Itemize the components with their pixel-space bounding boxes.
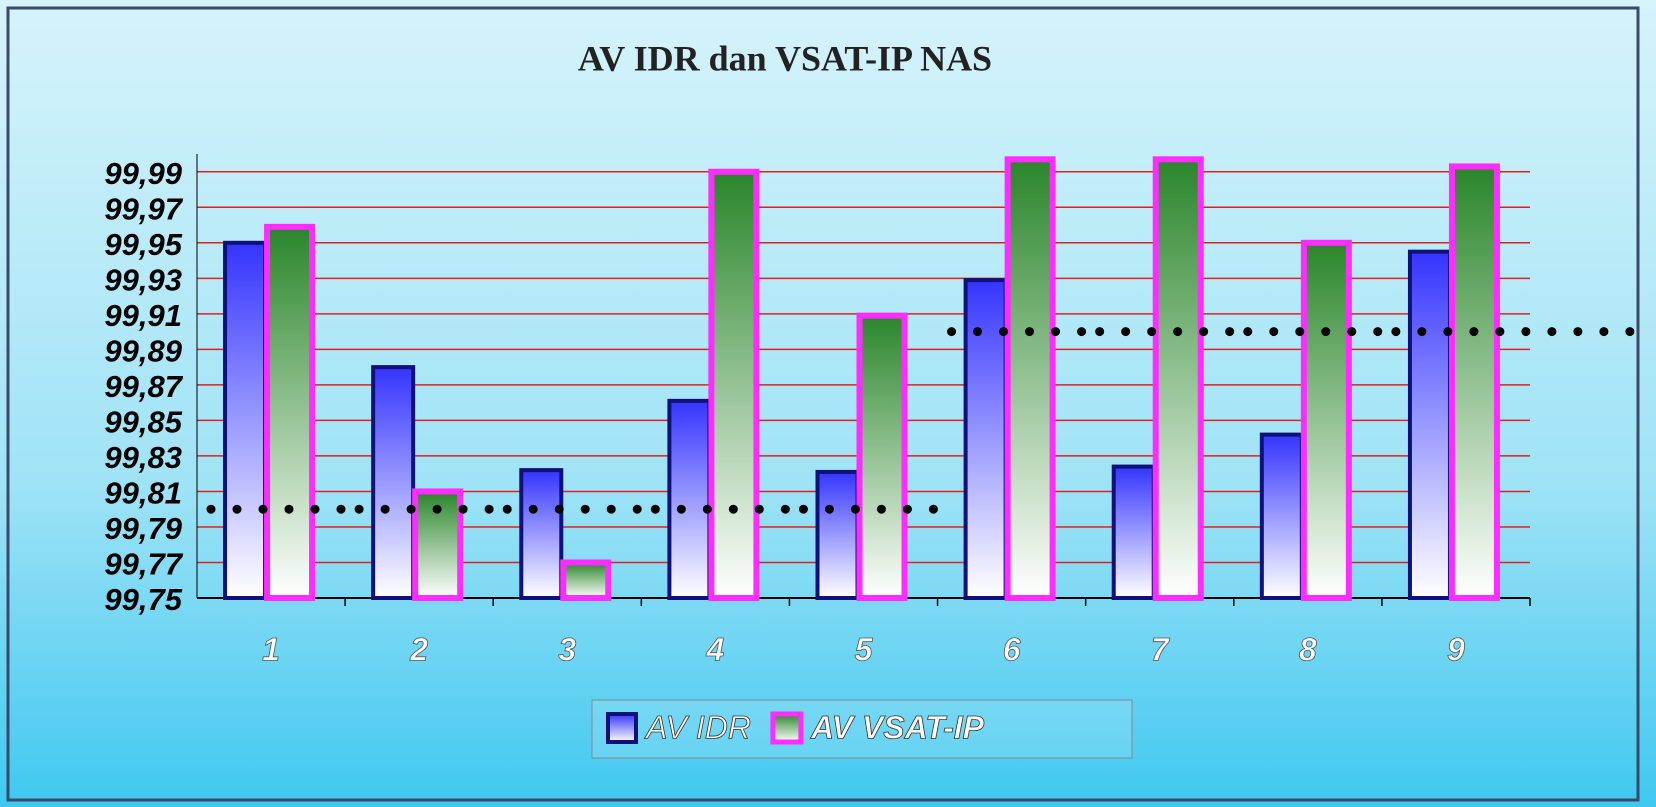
chart-title: AV IDR dan VSAT-IP NAS: [578, 38, 992, 78]
y-tick-label: 99,81: [104, 476, 182, 511]
x-tick-label: 8: [1299, 631, 1317, 667]
y-tick-label: 99,89: [104, 334, 182, 369]
y-tick-label: 99,91: [104, 298, 182, 333]
bar: [1452, 166, 1497, 598]
bar: [1156, 159, 1201, 598]
y-tick-label: 99,87: [104, 369, 183, 404]
legend-label: AV IDR: [644, 709, 751, 745]
x-tick-label: 1: [262, 631, 280, 667]
bar: [711, 172, 756, 598]
x-tick-label: 4: [705, 631, 724, 667]
legend-label: AV VSAT-IP: [810, 709, 985, 745]
bar: [669, 401, 709, 598]
y-tick-label: 99,97: [104, 191, 183, 226]
y-tick-label: 99,85: [104, 405, 182, 440]
bar: [860, 316, 905, 598]
y-tick-label: 99,75: [104, 582, 182, 617]
x-tick-label: 7: [1151, 631, 1171, 667]
legend-swatch: [773, 714, 801, 742]
bar: [1008, 159, 1053, 598]
bar: [1410, 252, 1450, 598]
bar: [1262, 435, 1302, 598]
y-tick-label: 99,95: [104, 227, 182, 262]
page: AV IDR dan VSAT-IP NAS 99,7599,7799,7999…: [0, 0, 1656, 807]
y-tick-label: 99,83: [104, 440, 182, 475]
x-tick-label: 6: [1003, 631, 1021, 667]
x-tick-label: 9: [1447, 631, 1465, 667]
bar: [267, 227, 312, 598]
y-tick-label: 99,93: [104, 263, 182, 298]
bar: [521, 470, 561, 598]
bar: [1304, 243, 1349, 598]
chart: AV IDR dan VSAT-IP NAS 99,7599,7799,7999…: [0, 0, 1656, 807]
y-tick-label: 99,99: [104, 156, 182, 191]
legend-swatch: [608, 714, 636, 742]
bar: [1114, 467, 1154, 598]
x-tick-label: 2: [409, 631, 428, 667]
bar: [225, 243, 265, 598]
bar: [373, 367, 413, 598]
y-tick-label: 99,77: [104, 547, 183, 582]
bar: [563, 562, 608, 598]
x-tick-label: 5: [855, 631, 874, 667]
bar: [818, 472, 858, 598]
x-tick-label: 3: [558, 631, 576, 667]
y-tick-label: 99,79: [104, 511, 182, 546]
bar: [966, 280, 1006, 598]
